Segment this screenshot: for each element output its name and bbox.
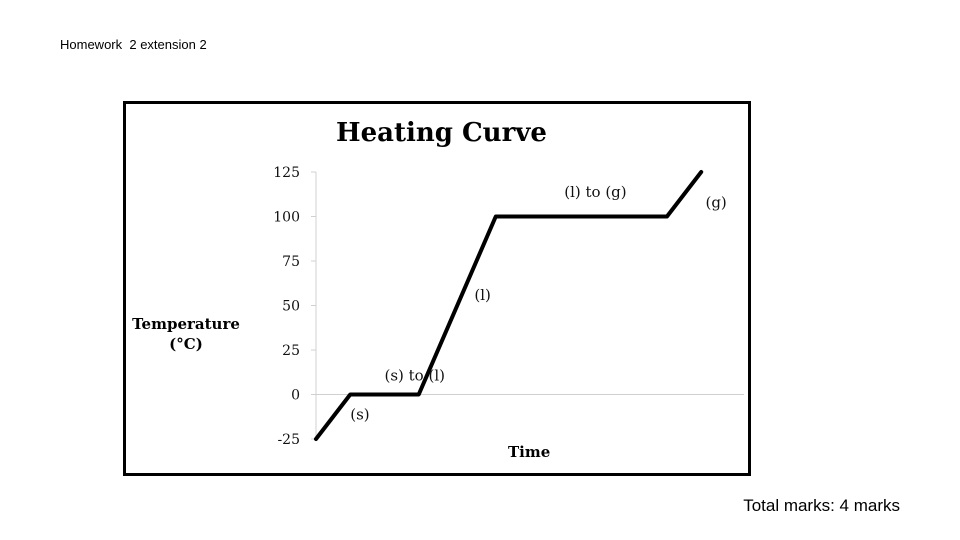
phase-annotation-3: (l) to (g) [564, 183, 626, 201]
page-title: Homework 2 extension 2 [60, 37, 207, 52]
y-tick-label-6: -25 [277, 432, 300, 448]
series-line-0 [314, 170, 704, 441]
series-point-3 [494, 215, 498, 218]
y-tick-label-4: 25 [282, 343, 300, 359]
y-tick-label-0: 125 [273, 165, 300, 181]
x-axis-label: Time [508, 443, 551, 461]
phase-annotation-4: (g) [705, 194, 726, 212]
phase-annotation-2: (l) [474, 286, 491, 304]
phase-annotation-0: (s) [350, 405, 369, 423]
chart-frame: 125 100 75 50 25 0 -25 (s) (s) to (l) (l) (l) to (… [123, 101, 751, 476]
series-point-4 [665, 215, 669, 218]
chart-title: Heating Curve [336, 118, 547, 148]
y-tick-label-3: 50 [282, 299, 300, 315]
heating-curve-chart: 125 100 75 50 25 0 -25 (s) (s) to (l) (l) (l) to (… [273, 165, 744, 448]
phase-annotation-1: (s) to (l) [384, 366, 445, 384]
series-point-0 [314, 437, 318, 441]
series-point-2 [417, 393, 421, 396]
y-tick-label-2: 75 [282, 254, 300, 270]
series-point-1 [348, 393, 352, 396]
y-axis-label-line-2: (°C) [169, 335, 203, 353]
y-tick-label-5: 0 [291, 388, 300, 404]
y-tick-label-1: 100 [273, 210, 300, 226]
series-point-5 [699, 170, 703, 174]
total-marks: Total marks: 4 marks [743, 496, 900, 515]
y-axis-label: Temperature (°C) [130, 314, 242, 354]
y-axis-label-line-1: Temperature [132, 315, 240, 333]
